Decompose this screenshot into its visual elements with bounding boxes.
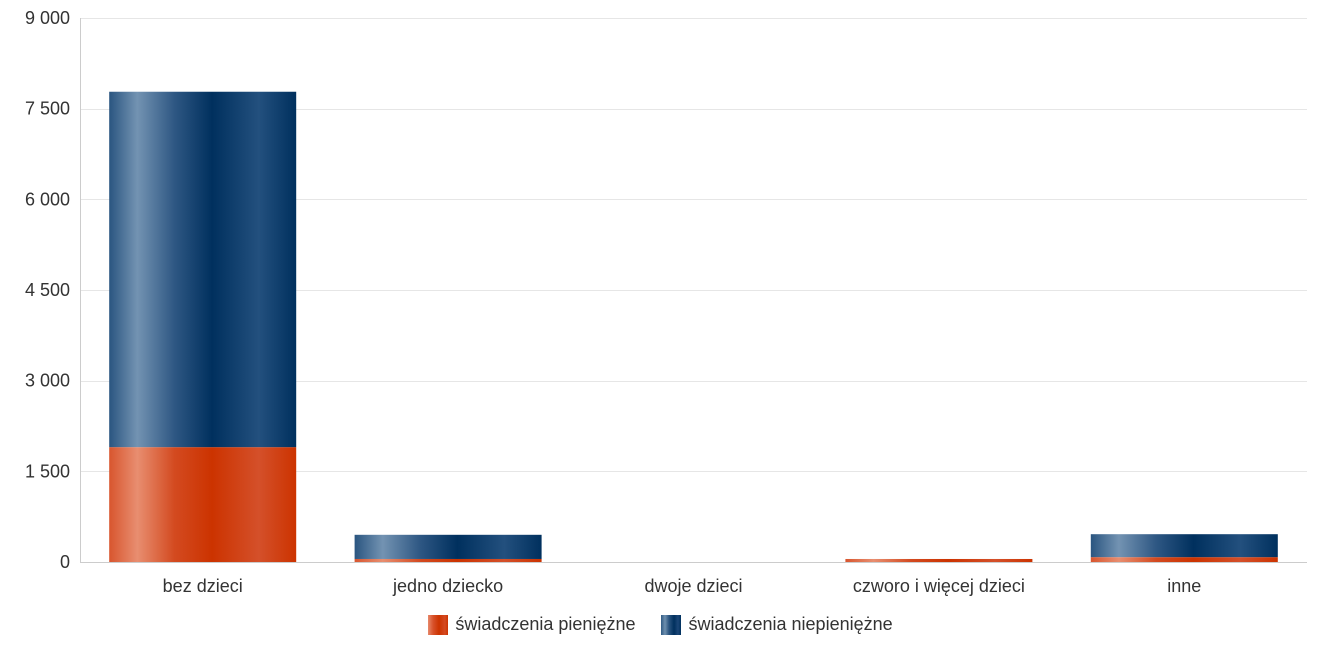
legend-swatch-noncash <box>661 614 682 635</box>
y-axis: 0 1 500 3 000 4 500 6 000 7 500 9 000 <box>25 8 81 572</box>
bar-segment-cash-1[interactable] <box>354 558 542 562</box>
bar-segment-cash-3[interactable] <box>845 558 1033 562</box>
legend-swatch-cash <box>428 614 449 635</box>
stacked-bar-chart: 0 1 500 3 000 4 500 6 000 7 500 9 000 bez dzie… <box>25 8 1307 596</box>
legend: świadczenia pieniężne świadczenia niepie… <box>0 614 1321 635</box>
x-tick-label: czworo i więcej dzieci <box>853 576 1025 596</box>
bar-segment-noncash-0[interactable] <box>109 91 297 448</box>
legend-label-noncash: świadczenia niepieniężne <box>688 614 893 634</box>
y-tick-label: 9 000 <box>25 8 70 28</box>
y-tick-label: 1 500 <box>25 461 70 481</box>
x-tick-label: inne <box>1167 576 1201 596</box>
x-axis: bez dzieci jedno dziecko dwoje dzieci czwor… <box>80 562 1307 596</box>
legend-item-noncash[interactable]: świadczenia niepieniężne <box>661 614 893 635</box>
y-tick-label: 0 <box>60 552 70 572</box>
bars <box>109 91 1278 562</box>
x-tick-label: jedno dziecko <box>392 576 503 596</box>
bar-segment-noncash-1[interactable] <box>354 534 542 559</box>
x-tick-label: bez dzieci <box>163 576 243 596</box>
y-tick-label: 6 000 <box>25 189 70 209</box>
x-tick-label: dwoje dzieci <box>644 576 742 596</box>
legend-label-cash: świadczenia pieniężne <box>455 614 636 634</box>
y-tick-label: 3 000 <box>25 371 70 391</box>
y-tick-label: 7 500 <box>25 99 70 119</box>
bar-segment-cash-4[interactable] <box>1090 557 1278 562</box>
bar-segment-noncash-4[interactable] <box>1090 534 1278 558</box>
legend-item-cash[interactable]: świadczenia pieniężne <box>428 614 635 635</box>
bar-segment-cash-0[interactable] <box>109 447 297 562</box>
y-tick-label: 4 500 <box>25 280 70 300</box>
